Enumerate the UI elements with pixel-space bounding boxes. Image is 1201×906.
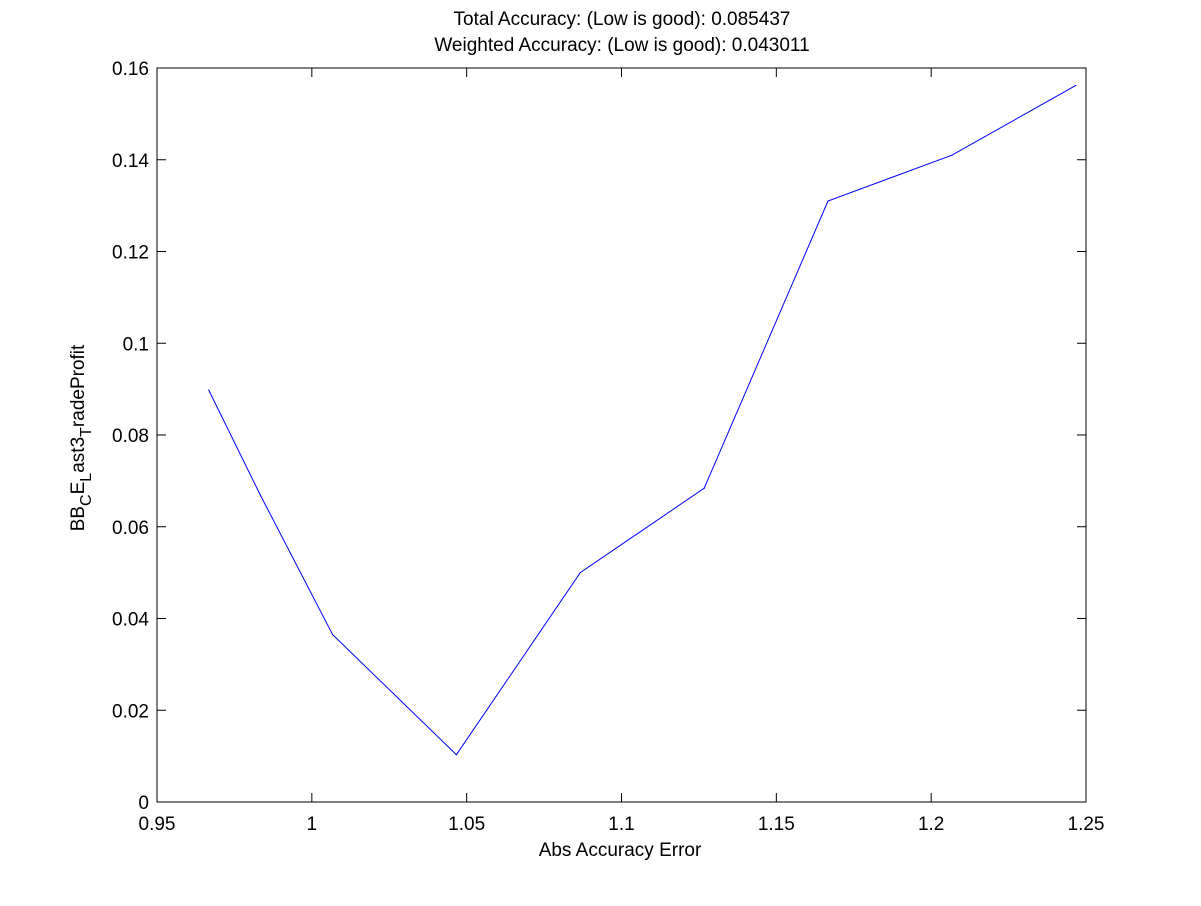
x-tick-label: 1.2 xyxy=(918,814,944,835)
data-point xyxy=(1075,84,1077,87)
x-tick-label: 1.05 xyxy=(448,814,485,835)
x-tick-label: 1 xyxy=(307,814,318,835)
x-tick-label: 1.25 xyxy=(1068,814,1105,835)
y-tick-label: 0 xyxy=(138,793,149,814)
y-tick-label: 0.08 xyxy=(112,426,149,447)
y-tick-label: 0.1 xyxy=(123,334,149,355)
y-axis-label-segment: ast3 xyxy=(68,437,89,473)
plot-area-frame xyxy=(156,67,1087,803)
y-axis-label-segment: C xyxy=(78,494,95,506)
y-tick-label: 0.04 xyxy=(112,610,149,631)
data-point xyxy=(259,494,261,496)
y-axis-label-segment: T xyxy=(78,427,95,437)
y-axis-label-segment: radeProfit xyxy=(68,344,89,427)
chart-title-line-1: Total Accuracy: (Low is good): 0.085437 xyxy=(454,9,791,30)
x-tick-label: 1.1 xyxy=(608,814,634,835)
data-point xyxy=(951,154,953,156)
y-axis-label-segment: L xyxy=(78,473,95,482)
y-tick-label: 0.16 xyxy=(112,59,149,80)
y-axis-label-segment: BB xyxy=(68,506,89,531)
data-point xyxy=(827,200,829,202)
y-axis-label-segment: E xyxy=(68,482,89,495)
y-axis-ticks: 0 0.02 0.04 0.06 0.08 0.1 0.12 0.14 0.16 xyxy=(112,59,1086,814)
y-tick-label: 0.14 xyxy=(112,151,149,172)
data-point xyxy=(455,754,458,756)
x-tick-label: 1.15 xyxy=(758,814,795,835)
data-point xyxy=(579,572,581,574)
y-tick-label: 0.06 xyxy=(112,518,149,539)
data-point xyxy=(208,389,210,391)
data-point xyxy=(703,487,705,489)
x-axis-label: Abs Accuracy Error xyxy=(539,840,702,861)
y-axis-label: BBCELast3TradeProfit xyxy=(68,344,95,531)
chart-title-line-2: Weighted Accuracy: (Low is good): 0.0430… xyxy=(434,35,809,56)
series-layer xyxy=(208,84,1077,756)
data-point xyxy=(331,633,334,636)
x-tick-label: 0.95 xyxy=(139,814,176,835)
y-tick-label: 0.02 xyxy=(112,701,149,722)
x-axis-ticks: 0.95 1 1.05 1.1 1.15 1.2 1.25 xyxy=(139,68,1105,835)
y-tick-label: 0.12 xyxy=(112,243,149,264)
